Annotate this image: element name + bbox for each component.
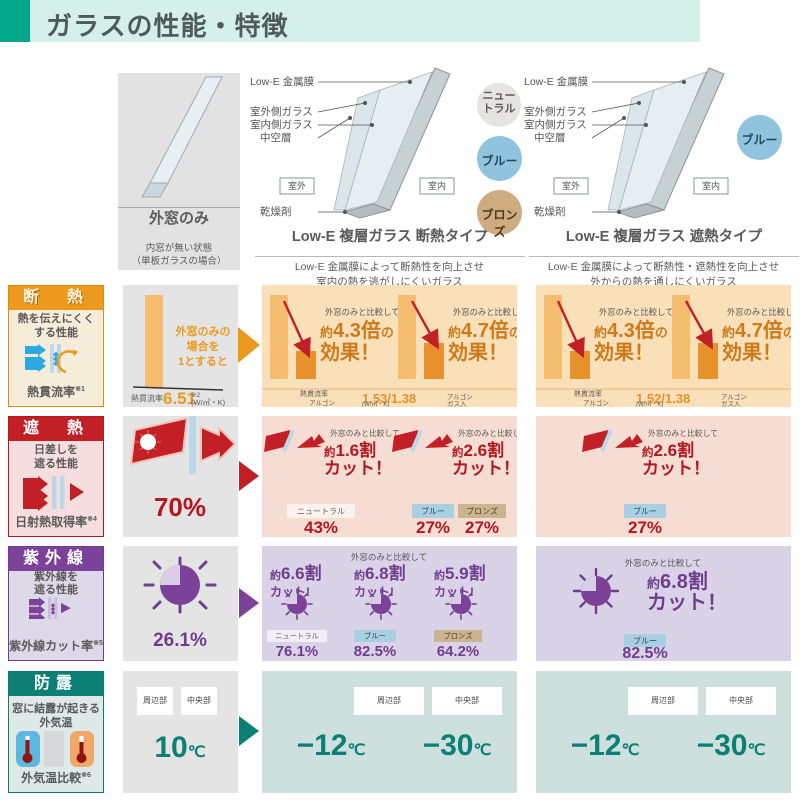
svg-text:約6.8割: 約6.8割 [647, 569, 708, 593]
svg-text:約6.8割: 約6.8割 [354, 563, 406, 583]
svg-text:室内: 室内 [428, 180, 446, 191]
svg-text:約4.7倍の: 約4.7倍の [448, 318, 517, 342]
svg-text:外窓のみと比較して: 外窓のみと比較して [453, 307, 517, 317]
svg-text:76.1%: 76.1% [276, 643, 319, 660]
svg-text:効果！: 効果！ [722, 340, 782, 364]
svg-text:26.1%: 26.1% [153, 630, 207, 651]
svg-text:カット！: カット！ [324, 459, 392, 478]
svg-text:室外: 室外 [288, 180, 306, 191]
svg-text:室外側ガラス: 室外側ガラス [524, 105, 587, 118]
svg-text:外窓のみと比較して: 外窓のみと比較して [625, 558, 701, 568]
svg-text:効果！: 効果！ [320, 340, 380, 364]
svg-text:アルゴンガス無: アルゴンガス無 [309, 398, 335, 407]
svg-text:カット！: カット！ [642, 459, 710, 478]
svg-text:アルゴンガス入: アルゴンガス入 [447, 392, 473, 407]
svg-text:外窓のみと比較して: 外窓のみと比較して [325, 307, 399, 317]
svg-text:熱貫流率: 熱貫流率 [131, 393, 163, 403]
svg-text:熱貫流率: 熱貫流率 [300, 389, 328, 398]
svg-text:82.5%: 82.5% [354, 643, 397, 660]
svg-text:カット！: カット！ [452, 459, 517, 478]
svg-text:外窓のみと比較して: 外窓のみと比較して [648, 428, 718, 438]
svg-text:約6.6割: 約6.6割 [270, 563, 322, 583]
svg-text:室内: 室内 [702, 180, 720, 191]
svg-text:約4.3倍の: 約4.3倍の [594, 318, 668, 342]
svg-text:ブロンズ: ブロンズ [466, 506, 498, 516]
svg-text:ブルー: ブルー [364, 632, 386, 641]
svg-text:外窓のみの: 外窓のみの [175, 324, 231, 338]
svg-text:70%: 70% [154, 492, 206, 522]
svg-text:ブルー: ブルー [633, 506, 657, 516]
svg-text:(W/㎡・K): (W/㎡・K) [362, 400, 389, 407]
svg-text:43%: 43% [304, 518, 338, 537]
svg-text:約1.6割: 約1.6割 [324, 440, 376, 460]
svg-text:乾燥剤: 乾燥剤 [260, 205, 292, 218]
svg-text:27%: 27% [416, 518, 450, 537]
svg-text:約4.7倍の: 約4.7倍の [722, 318, 791, 342]
svg-text:Low-E 金属膜: Low-E 金属膜 [250, 75, 315, 88]
svg-text:約4.3倍の: 約4.3倍の [320, 318, 394, 342]
svg-text:ニュートラル: ニュートラル [275, 632, 319, 641]
svg-text:熱貫流率: 熱貫流率 [574, 389, 602, 398]
svg-text:室内側ガラス: 室内側ガラス [524, 118, 587, 131]
svg-text:外窓のみと比較して: 外窓のみと比較して [330, 428, 400, 438]
svg-text:約5.9割: 約5.9割 [434, 563, 486, 583]
svg-text:外窓のみと比較して: 外窓のみと比較して [458, 428, 517, 438]
svg-text:ブルー: ブルー [421, 506, 445, 516]
svg-text:ブルー: ブルー [633, 636, 657, 646]
svg-text:中空層: 中空層 [260, 131, 292, 144]
svg-text:27%: 27% [465, 518, 499, 537]
svg-text:27%: 27% [628, 518, 662, 537]
svg-text:約2.6割: 約2.6割 [452, 440, 504, 460]
svg-text:アルゴンガス無: アルゴンガス無 [583, 398, 609, 407]
svg-text:室外: 室外 [562, 180, 580, 191]
svg-text:ブロンズ: ブロンズ [443, 632, 472, 641]
svg-text:82.5%: 82.5% [622, 645, 667, 661]
svg-text:効果！: 効果！ [594, 340, 654, 364]
svg-text:場合を: 場合を [187, 339, 220, 353]
svg-text:(W/㎥・K): (W/㎥・K) [191, 398, 226, 407]
svg-text:カット！: カット！ [647, 592, 727, 614]
svg-text:中空層: 中空層 [534, 131, 566, 144]
svg-text:外窓のみと比較して: 外窓のみと比較して [599, 307, 673, 317]
svg-text:ニュートラル: ニュートラル [297, 507, 345, 516]
svg-text:Low-E 金属膜: Low-E 金属膜 [524, 75, 589, 88]
svg-text:室内側ガラス: 室内側ガラス [250, 118, 313, 131]
svg-text:乾燥剤: 乾燥剤 [534, 205, 566, 218]
svg-text:(W/㎡・K): (W/㎡・K) [636, 400, 663, 407]
svg-text:1とすると: 1とすると [178, 355, 228, 368]
svg-text:室外側ガラス: 室外側ガラス [250, 105, 313, 118]
svg-text:外窓のみと比較して: 外窓のみと比較して [351, 552, 427, 562]
svg-text:64.2%: 64.2% [437, 643, 480, 660]
svg-text:アルゴンガス入: アルゴンガス入 [721, 392, 747, 407]
svg-text:約2.6割: 約2.6割 [642, 440, 694, 460]
svg-text:外窓のみと比較して: 外窓のみと比較して [727, 307, 791, 317]
svg-text:効果！: 効果！ [448, 340, 508, 364]
